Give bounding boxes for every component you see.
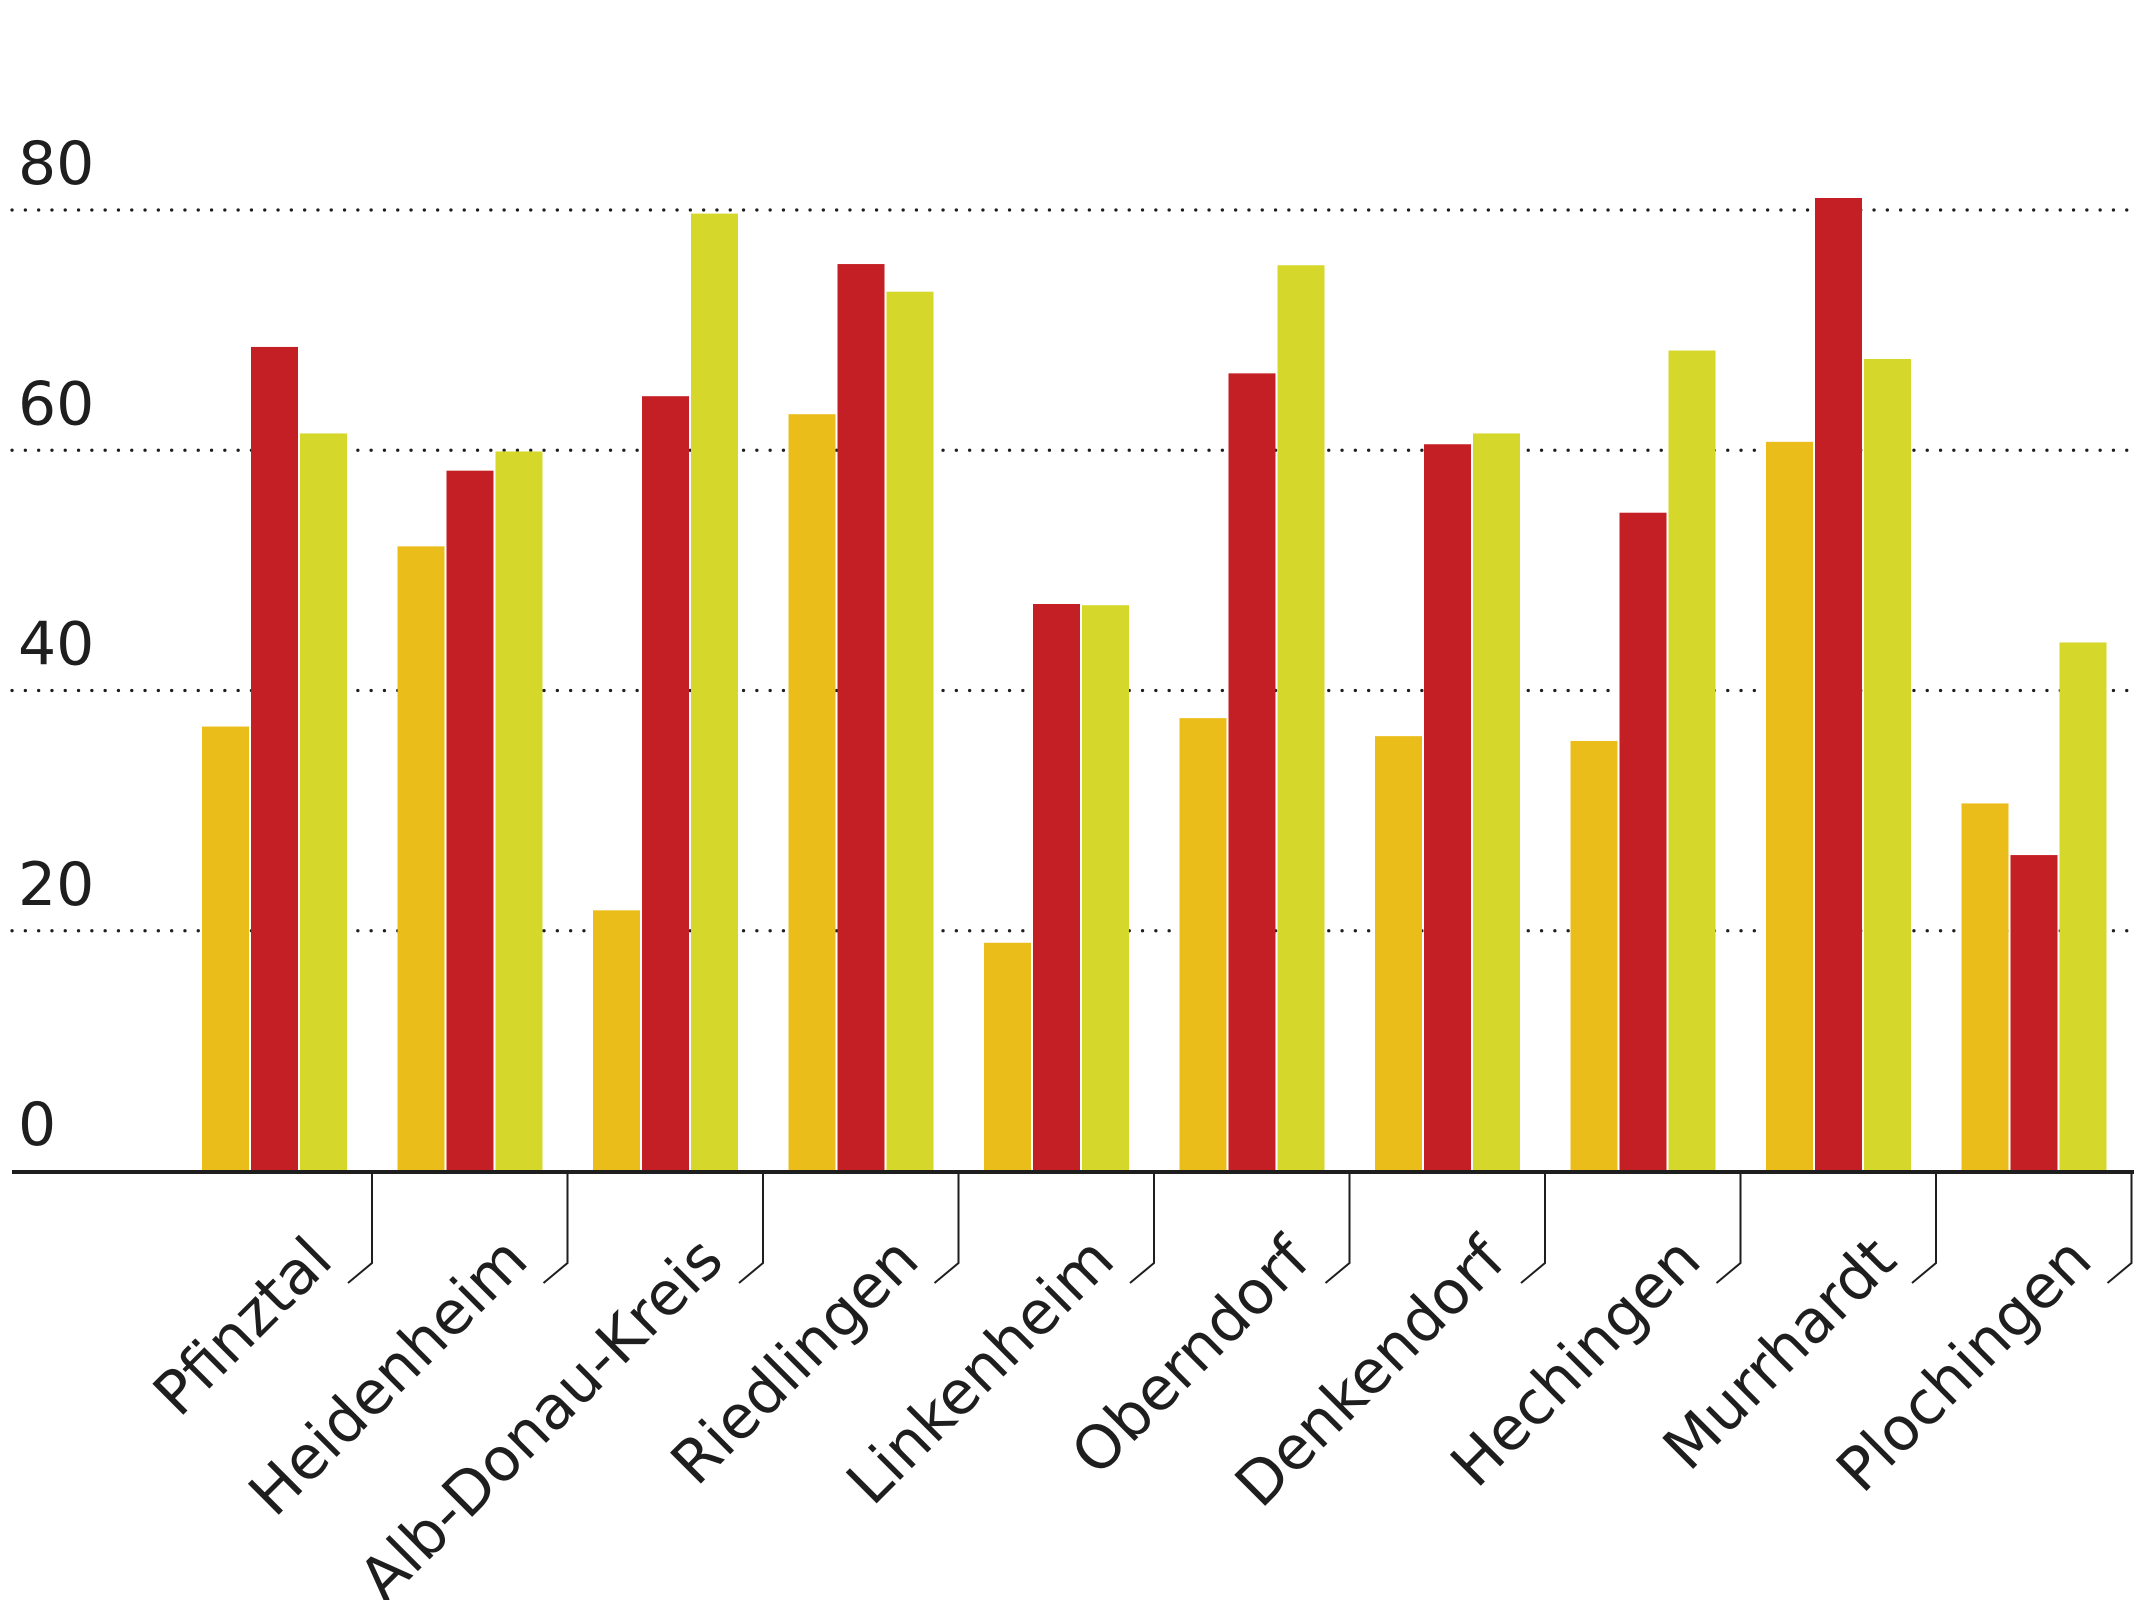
bar-alb-donau-kreis-s1 (593, 910, 640, 1171)
separator-6 (1324, 1173, 1351, 1284)
bar-murrhardt-s3 (1864, 358, 1911, 1172)
x-tick-label-pfinztal: Pfinztal (140, 1224, 345, 1429)
separator-1 (347, 1173, 373, 1284)
category-separators (347, 1173, 2133, 1284)
bar-heidenheim-s1 (397, 546, 445, 1171)
bar-pfinztal-s2 (251, 346, 298, 1171)
bars (202, 197, 2107, 1172)
x-tick-label-alb-donau-kreis: Alb-Donau-Kreis (346, 1224, 737, 1600)
bar-hechingen-s1 (1570, 740, 1618, 1171)
x-axis-tick-labels: PfinztalHeidenheimAlb-Donau-KreisRiedlin… (140, 1223, 2105, 1600)
bar-pfinztal-s1 (202, 726, 249, 1171)
y-axis-tick-labels: 0 20 40 60 80 (18, 129, 94, 1160)
bar-denkendorf-s2 (1424, 444, 1471, 1171)
bar-linkenheim-s2 (1033, 604, 1080, 1171)
bar-heidenheim-s2 (446, 470, 494, 1171)
bar-plochingen-s1 (1961, 803, 2009, 1171)
bar-murrhardt-s1 (1766, 441, 1813, 1171)
separator-8 (1715, 1173, 1742, 1284)
bar-plochingen-s2 (2010, 855, 2058, 1171)
y-tick-label-60: 60 (18, 369, 94, 439)
bar-hechingen-s2 (1619, 512, 1667, 1171)
separator-7 (1520, 1173, 1546, 1284)
bar-pfinztal-s3 (300, 433, 347, 1171)
separator-3 (738, 1173, 764, 1284)
bar-riedlingen-s3 (886, 291, 934, 1171)
bar-riedlingen-s1 (788, 414, 836, 1171)
bar-oberndorf-s3 (1277, 265, 1325, 1171)
bar-murrhardt-s2 (1815, 197, 1862, 1172)
separator-10 (2106, 1173, 2133, 1284)
y-tick-label-40: 40 (18, 610, 94, 680)
separator-9 (1911, 1173, 1937, 1284)
bar-linkenheim-s1 (984, 942, 1031, 1171)
separator-2 (542, 1173, 569, 1284)
bar-denkendorf-s1 (1375, 736, 1422, 1171)
bar-denkendorf-s3 (1473, 433, 1520, 1171)
y-tick-label-80: 80 (18, 129, 94, 199)
bar-alb-donau-kreis-s3 (691, 213, 738, 1171)
separator-4 (933, 1173, 960, 1284)
y-tick-label-20: 20 (18, 850, 94, 920)
bar-oberndorf-s2 (1228, 373, 1276, 1171)
bar-riedlingen-s2 (837, 264, 885, 1171)
bar-heidenheim-s3 (495, 451, 543, 1171)
bar-linkenheim-s3 (1082, 605, 1129, 1171)
y-tick-label-0: 0 (18, 1090, 56, 1160)
bar-oberndorf-s1 (1179, 718, 1227, 1171)
bar-plochingen-s3 (2059, 642, 2107, 1171)
bar-hechingen-s3 (1668, 350, 1716, 1171)
separator-5 (1129, 1173, 1155, 1284)
bar-alb-donau-kreis-s2 (642, 396, 689, 1172)
